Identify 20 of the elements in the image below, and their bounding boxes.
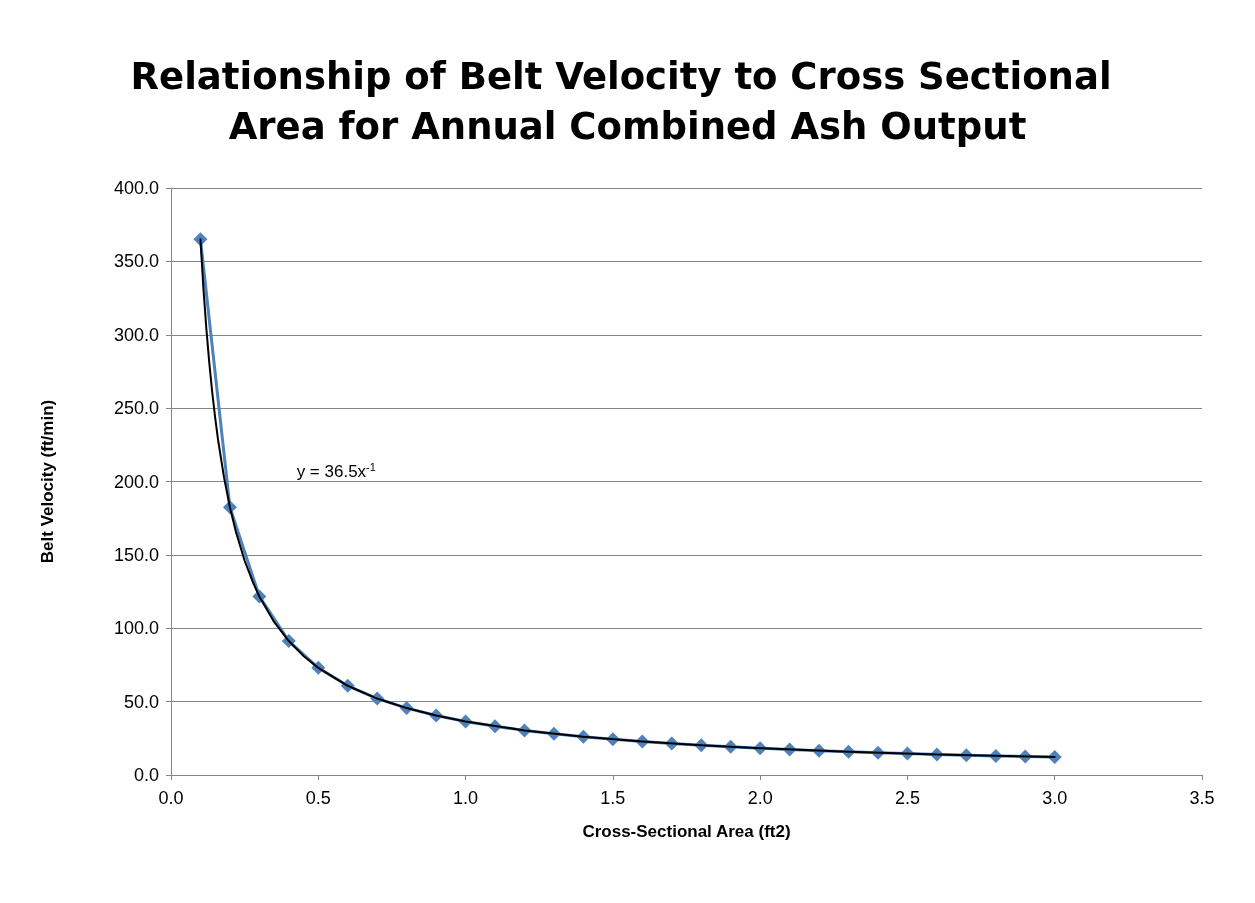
x-tick-label: 2.0 [747, 788, 773, 808]
y-tick-label: 400.0 [113, 178, 159, 198]
x-tick-label: 1.0 [453, 788, 479, 808]
x-tick-label: 3.0 [1042, 788, 1068, 808]
y-axis-title: Belt Velocity (ft/min) [38, 399, 57, 564]
x-tick-label: 3.5 [1189, 788, 1215, 808]
x-tick-label: 0.0 [158, 788, 184, 808]
x-axis-title: Cross-Sectional Area (ft2) [582, 822, 791, 841]
y-tick-label: 300.0 [113, 324, 159, 345]
y-tick-label: 50.0 [123, 691, 159, 712]
y-tick-label: 200.0 [113, 471, 159, 492]
y-tick-label: 0.0 [133, 765, 159, 785]
x-tick-label: 2.5 [894, 788, 920, 808]
y-tick-label: 350.0 [113, 251, 159, 272]
x-tick-label: 0.5 [305, 788, 331, 808]
y-tick-label: 100.0 [113, 618, 159, 639]
x-tick-label: 1.5 [600, 788, 626, 808]
chart-title: Relationship of Belt Velocity to Cross Sectional Area for Annual Combined Ash Output [130, 54, 1125, 148]
y-tick-label: 250.0 [113, 398, 159, 419]
y-tick-label: 150.0 [113, 544, 159, 565]
